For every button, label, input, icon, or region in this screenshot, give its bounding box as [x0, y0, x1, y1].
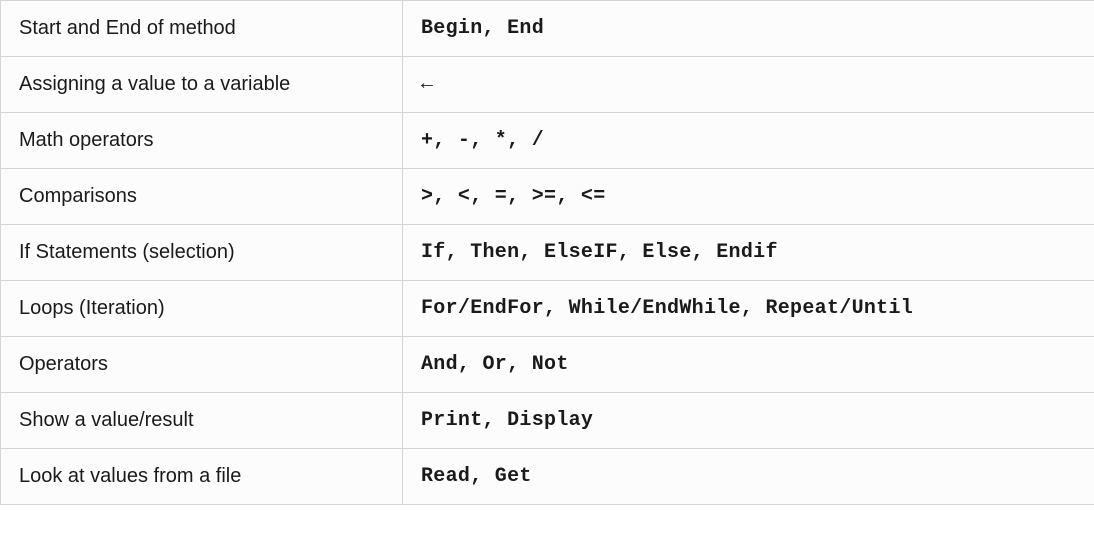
table-row: Loops (Iteration) For/EndFor, While/EndW… [1, 281, 1094, 337]
table-row: Operators And, Or, Not [1, 337, 1094, 393]
concept-cell: If Statements (selection) [1, 225, 403, 281]
syntax-cell: >, <, =, >=, <= [403, 169, 1094, 225]
pseudocode-reference-table: Start and End of method Begin, End Assig… [0, 0, 1094, 505]
table-body: Start and End of method Begin, End Assig… [1, 1, 1094, 505]
syntax-cell: Read, Get [403, 449, 1094, 505]
concept-cell: Start and End of method [1, 1, 403, 57]
table-row: If Statements (selection) If, Then, Else… [1, 225, 1094, 281]
concept-cell: Show a value/result [1, 393, 403, 449]
syntax-cell: ← [403, 57, 1094, 113]
syntax-cell: For/EndFor, While/EndWhile, Repeat/Until [403, 281, 1094, 337]
table-row: Look at values from a file Read, Get [1, 449, 1094, 505]
syntax-cell: Begin, End [403, 1, 1094, 57]
table-row: Math operators +, -, *, / [1, 113, 1094, 169]
syntax-cell: If, Then, ElseIF, Else, Endif [403, 225, 1094, 281]
concept-cell: Comparisons [1, 169, 403, 225]
table-row: Show a value/result Print, Display [1, 393, 1094, 449]
reference-table: Start and End of method Begin, End Assig… [0, 0, 1094, 505]
syntax-cell: +, -, *, / [403, 113, 1094, 169]
concept-cell: Loops (Iteration) [1, 281, 403, 337]
concept-cell: Look at values from a file [1, 449, 403, 505]
table-row: Start and End of method Begin, End [1, 1, 1094, 57]
syntax-cell: Print, Display [403, 393, 1094, 449]
syntax-cell: And, Or, Not [403, 337, 1094, 393]
concept-cell: Assigning a value to a variable [1, 57, 403, 113]
table-row: Comparisons >, <, =, >=, <= [1, 169, 1094, 225]
table-row: Assigning a value to a variable ← [1, 57, 1094, 113]
concept-cell: Operators [1, 337, 403, 393]
concept-cell: Math operators [1, 113, 403, 169]
